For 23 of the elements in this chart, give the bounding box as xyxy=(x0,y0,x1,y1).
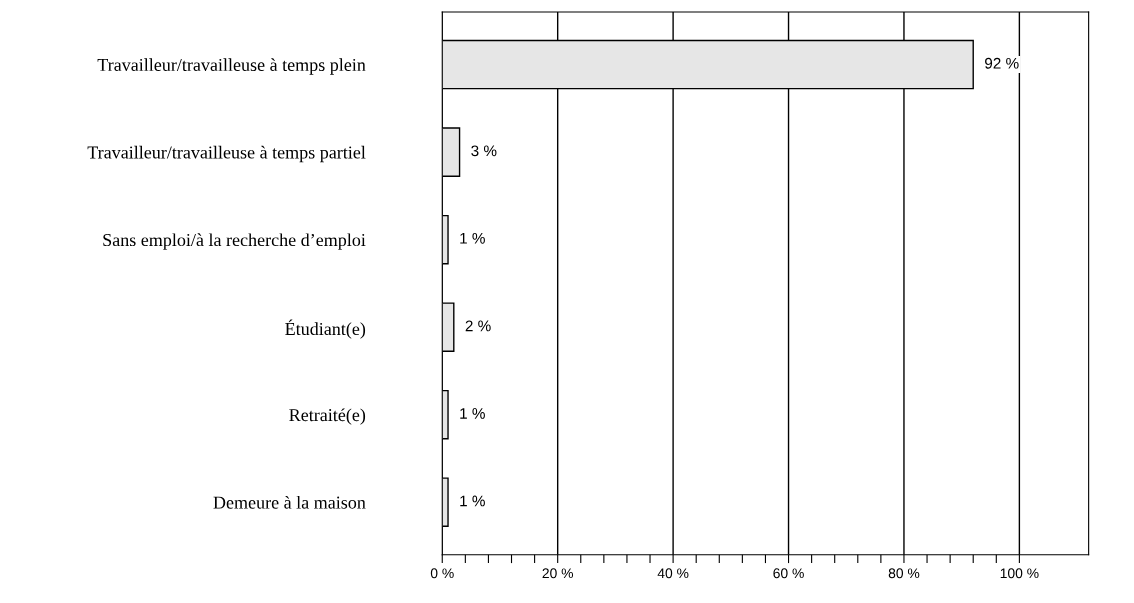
x-tick-label: 100 % xyxy=(1000,568,1039,579)
data-label: 92 % xyxy=(985,57,1019,69)
bar xyxy=(442,127,461,177)
bar xyxy=(442,477,449,528)
data-label: 2 % xyxy=(465,320,491,332)
x-tick-label: 80 % xyxy=(888,568,920,579)
y-tick-label: Travailleur/travailleuse à temps partiel xyxy=(87,145,366,163)
x-tick-label: 60 % xyxy=(773,568,804,579)
y-tick-label: Travailleur/travailleuse à temps plein xyxy=(97,58,366,75)
bar xyxy=(442,302,455,352)
x-tick-label: 0 % xyxy=(430,568,454,579)
y-tick-label: Étudiant(e) xyxy=(285,319,366,339)
bar xyxy=(442,214,449,265)
x-tick-label: 20 % xyxy=(542,568,574,579)
bar xyxy=(442,389,449,440)
y-tick-label: Retraité(e) xyxy=(289,408,366,425)
data-label: 1 % xyxy=(460,232,485,244)
data-label: 3 % xyxy=(471,145,497,157)
y-tick-label: Sans emploi/à la recherche d’emploi xyxy=(103,233,366,250)
data-label: 1 % xyxy=(460,408,485,419)
x-tick-label: 40 % xyxy=(657,568,689,579)
data-label: 1 % xyxy=(460,495,485,507)
y-tick-label: Demeure à la maison xyxy=(213,495,366,509)
